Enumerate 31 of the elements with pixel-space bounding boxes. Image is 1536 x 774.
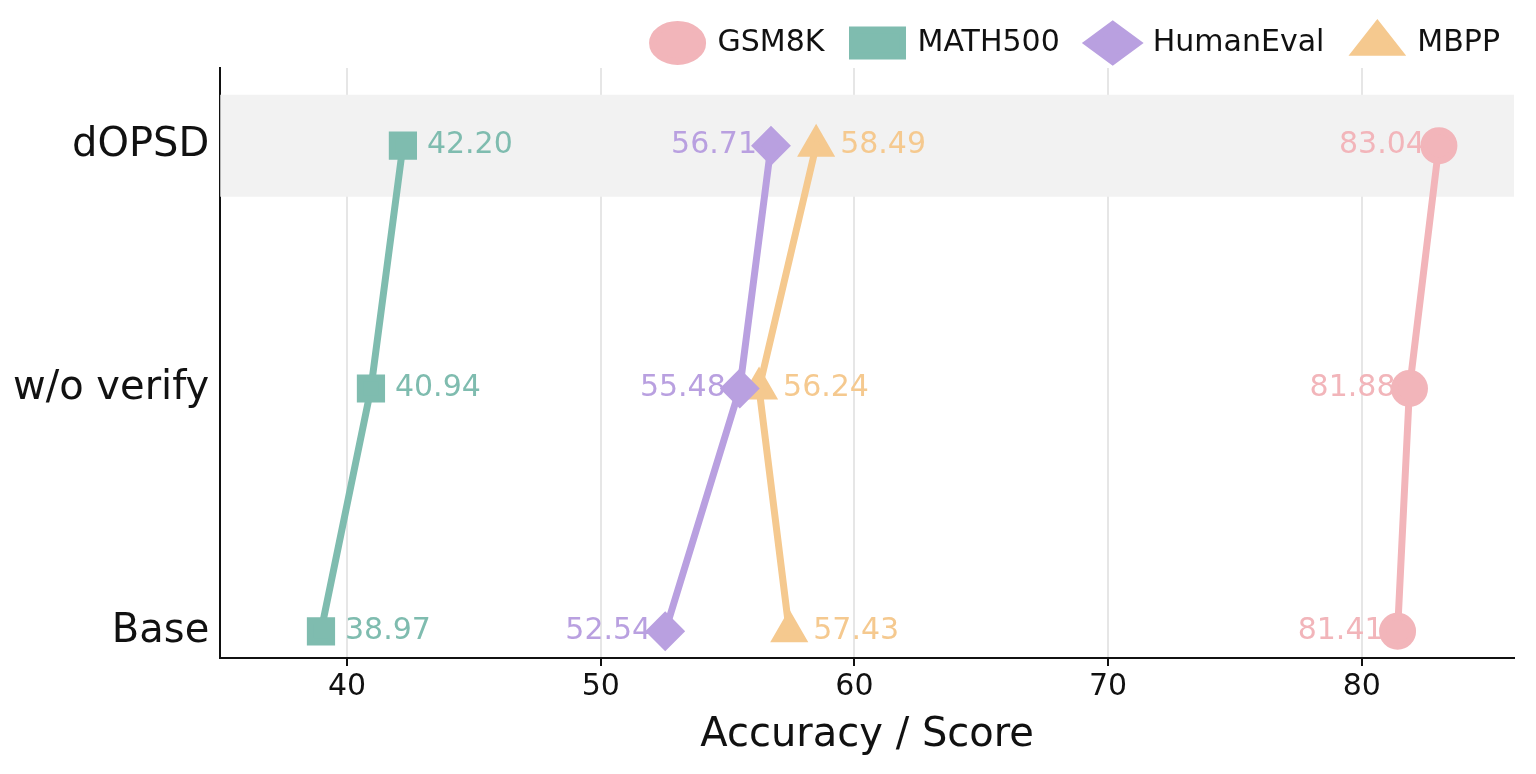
legend-label: MATH500 [917, 22, 1060, 58]
data-label: 38.97 [344, 611, 431, 647]
data-label: 81.41 [1297, 611, 1384, 647]
point [1420, 127, 1458, 165]
point [388, 131, 418, 160]
legend-label: GSM8K [717, 22, 826, 58]
legend-label: MBPP [1417, 22, 1501, 58]
x-tick-label: 70 [1089, 666, 1128, 702]
x-tick-label: 40 [328, 666, 367, 702]
data-label: 56.71 [671, 125, 757, 161]
x-tick-label: 50 [581, 666, 620, 702]
y-tick-label: dOPSD [72, 119, 210, 166]
data-label: 40.94 [394, 368, 481, 404]
point [646, 612, 684, 650]
x-tick-label: 80 [1342, 666, 1381, 702]
data-label: 56.24 [783, 368, 869, 404]
data-label: 42.20 [426, 125, 513, 161]
point [306, 617, 336, 646]
point [356, 374, 386, 403]
data-label: 81.88 [1309, 368, 1396, 404]
data-label: 58.49 [840, 125, 927, 161]
data-label: 52.54 [565, 611, 652, 647]
legend-label: HumanEval [1152, 22, 1325, 58]
x-axis-title: Accuracy / Score [700, 709, 1034, 756]
point [1379, 612, 1417, 650]
y-tick-label: Base [111, 604, 210, 651]
data-label: 55.48 [639, 368, 726, 404]
x-tick-label: 60 [835, 666, 874, 702]
y-tick-label: w/o verify [12, 361, 210, 408]
data-label: 83.04 [1339, 125, 1425, 161]
data-label: 57.43 [813, 611, 900, 647]
